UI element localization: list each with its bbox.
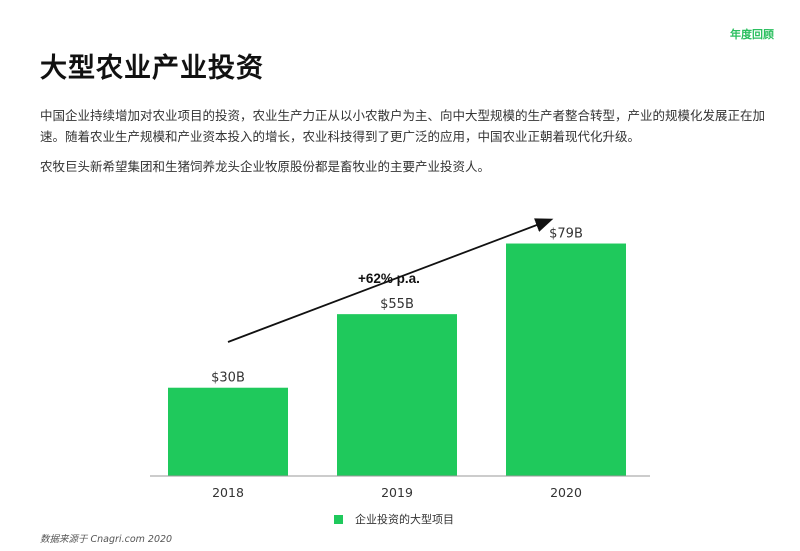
value-label-2018: $30B — [211, 371, 245, 386]
page-title: 大型农业产业投资 — [40, 53, 264, 84]
category-label-2019: 2019 — [381, 485, 413, 500]
chart-legend: 企业投资的大型项目 — [334, 511, 454, 527]
legend-label: 企业投资的大型项目 — [355, 513, 454, 526]
legend-swatch — [334, 514, 343, 524]
bar-2018 — [168, 387, 288, 476]
investor-paragraph: 农牧巨头新希望集团和生猪饲养龙头企业牧原股份都是畜牧业的主要产业投资人。 — [40, 159, 491, 174]
bar-2020 — [506, 243, 626, 476]
growth-rate-label: +62% p.a. — [358, 271, 420, 286]
growth-arrow — [227, 218, 554, 343]
category-label-2020: 2020 — [550, 485, 582, 500]
value-label-2019: $55B — [380, 297, 414, 312]
bar-2019 — [337, 314, 457, 476]
intro-paragraph: 中国企业持续增加对农业项目的投资，农业生产力正从以小农散户为主、向中大型规模的生… — [40, 108, 766, 144]
investment-bar-chart: $30B 2018 $55B 2019 $79B 2020 +62% p.a. — [150, 218, 650, 500]
value-label-2020: $79B — [549, 227, 583, 242]
source-note: 数据来源于 Cnagri.com 2020 — [40, 534, 173, 545]
category-label-2018: 2018 — [212, 485, 244, 500]
section-tag: 年度回顾 — [730, 28, 774, 41]
